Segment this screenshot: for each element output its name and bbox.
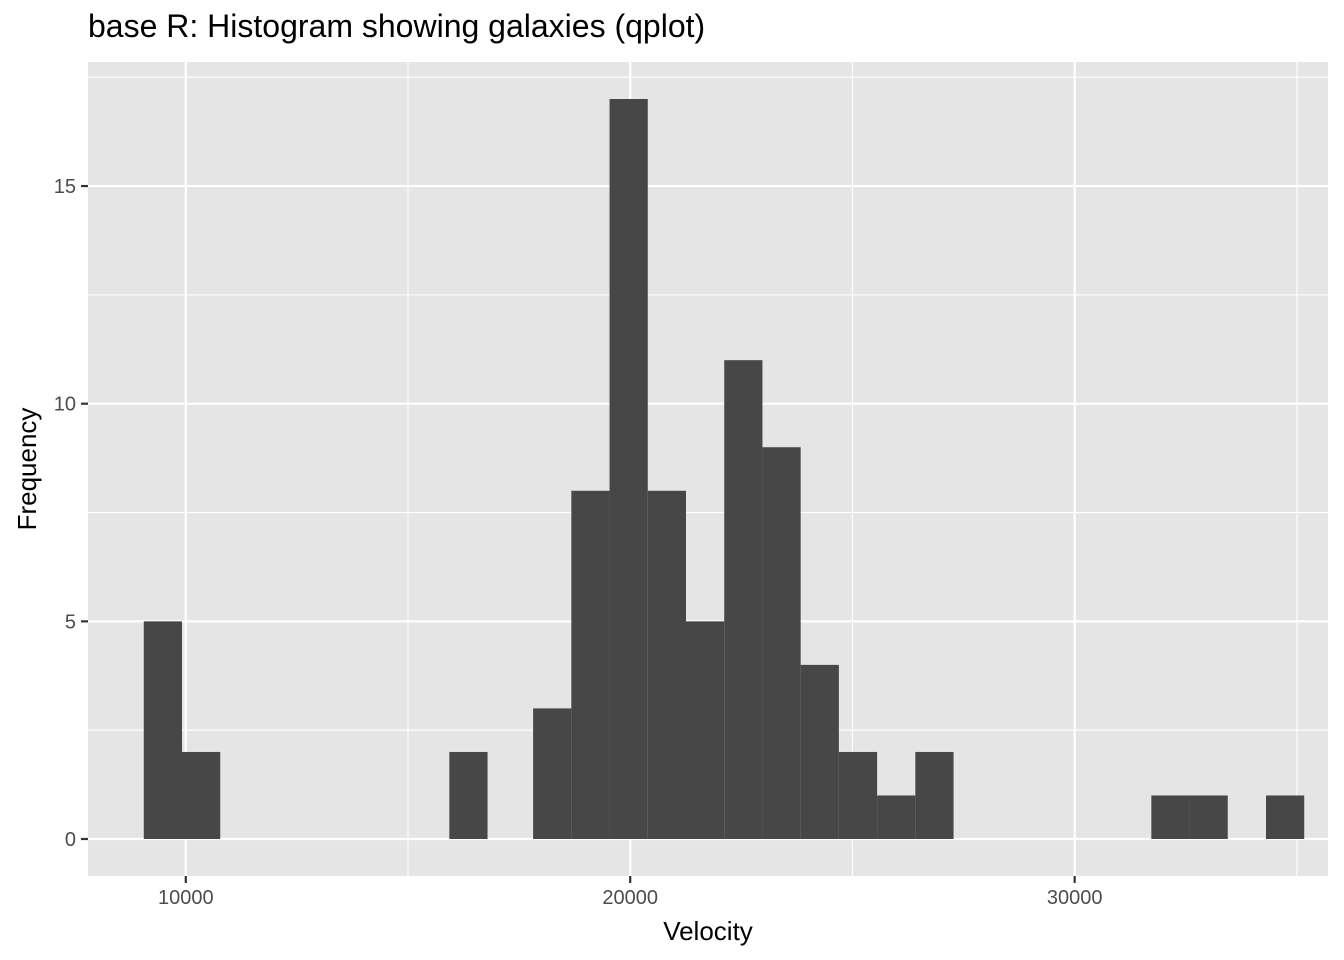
histogram-bar bbox=[609, 99, 648, 839]
histogram-bar bbox=[449, 751, 488, 839]
x-tick-label: 20000 bbox=[602, 887, 658, 909]
histogram-bar bbox=[838, 751, 878, 839]
histogram-bar bbox=[800, 664, 839, 839]
histogram-bars bbox=[143, 99, 1305, 839]
y-axis: 0 5 10 15 bbox=[54, 176, 88, 851]
x-axis: 10000 20000 30000 bbox=[158, 876, 1103, 909]
histogram-bar bbox=[877, 795, 916, 839]
histogram-bar bbox=[915, 751, 954, 839]
y-tick-label: 0 bbox=[65, 829, 76, 851]
histogram-bar bbox=[647, 490, 686, 839]
y-tick-label: 10 bbox=[54, 394, 76, 416]
histogram-bar bbox=[762, 447, 801, 839]
histogram-bar bbox=[533, 708, 572, 839]
x-tick-label: 30000 bbox=[1047, 887, 1103, 909]
y-tick-label: 15 bbox=[54, 176, 76, 198]
histogram-bar bbox=[182, 751, 221, 839]
chart-title: base R: Histogram showing galaxies (qplo… bbox=[88, 8, 706, 44]
histogram-bar bbox=[724, 360, 763, 839]
histogram-bar bbox=[1151, 795, 1190, 839]
x-axis-title: Velocity bbox=[663, 916, 753, 946]
minor-grid bbox=[88, 62, 1328, 876]
histogram-bar bbox=[143, 621, 182, 839]
histogram-bar bbox=[571, 490, 610, 839]
histogram-bar bbox=[686, 621, 725, 839]
y-axis-title: Frequency bbox=[12, 408, 42, 531]
histogram-bar bbox=[1266, 795, 1305, 839]
histogram-bar bbox=[1189, 795, 1228, 839]
y-tick-label: 5 bbox=[65, 611, 76, 633]
x-tick-label: 10000 bbox=[158, 887, 214, 909]
